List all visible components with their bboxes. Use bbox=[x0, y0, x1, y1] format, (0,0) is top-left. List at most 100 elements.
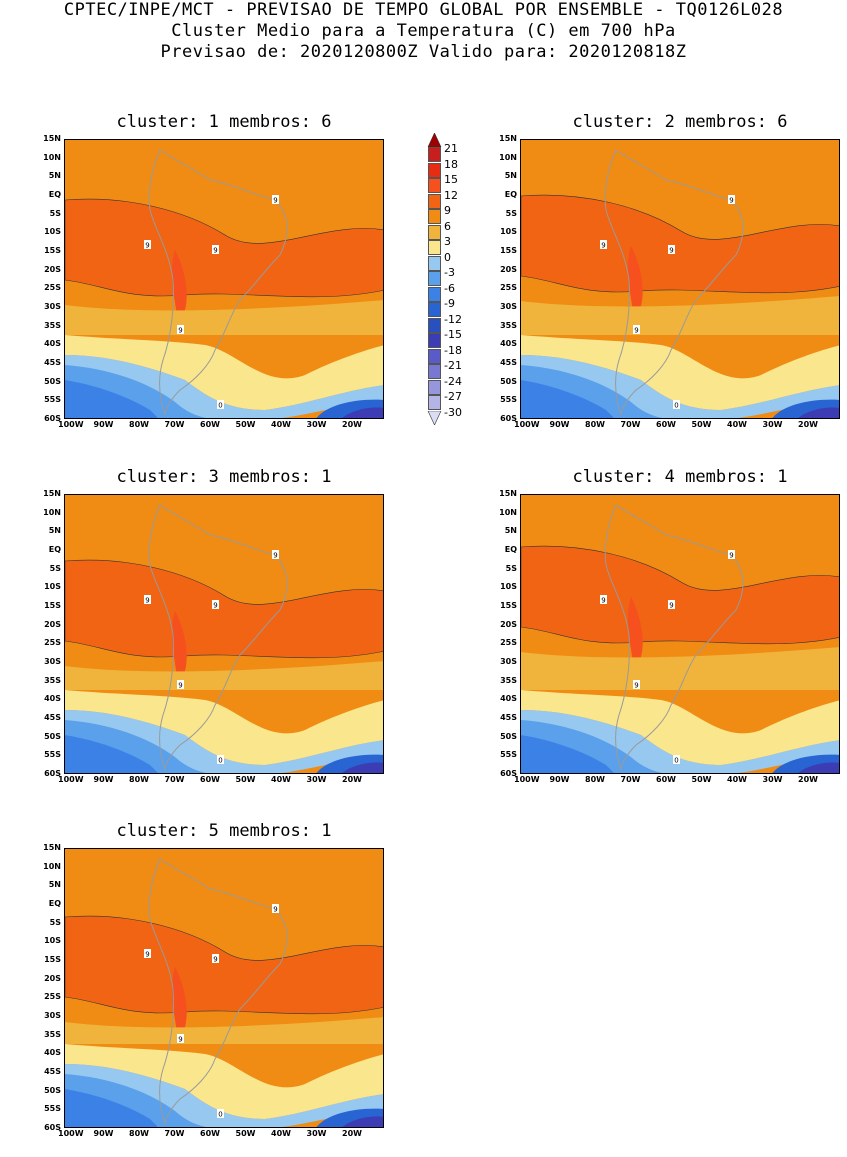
legend-level-label: -6 bbox=[444, 281, 455, 295]
band-0-3 bbox=[65, 1044, 383, 1119]
lat-tick-label: 5S bbox=[49, 917, 61, 927]
lat-tick-label: 5N bbox=[48, 171, 61, 181]
contour-label-text: 9 bbox=[601, 242, 605, 250]
band-3-6 bbox=[521, 296, 839, 335]
contour-label-text: 9 bbox=[669, 247, 673, 255]
legend-swatch bbox=[428, 224, 441, 240]
legend-swatch bbox=[428, 240, 441, 255]
lat-tick-label: 35S bbox=[500, 675, 517, 685]
lat-tick-label: 5S bbox=[49, 208, 61, 218]
lat-tick-label: 55S bbox=[500, 395, 517, 405]
lat-tick-label: 15S bbox=[500, 246, 517, 255]
lon-tick-label: 50W bbox=[691, 775, 712, 784]
legend-level-label: -15 bbox=[444, 328, 462, 341]
lat-tick-label: 5N bbox=[48, 526, 61, 536]
lon-tick-label: 20W bbox=[798, 420, 818, 429]
lat-tick-label: 10S bbox=[500, 227, 517, 237]
lat-tick-label: 15S bbox=[500, 601, 517, 610]
lon-tick-label: 90W bbox=[93, 1129, 114, 1138]
lon-tick-label: 70W bbox=[164, 420, 185, 429]
lon-tick-label: 60W bbox=[656, 775, 676, 784]
contour-label-text: 9 bbox=[178, 682, 182, 690]
legend-level-label: 12 bbox=[444, 188, 458, 202]
contour-label-text: 0 bbox=[218, 1111, 222, 1119]
lon-tick-label: 80W bbox=[585, 420, 605, 429]
cold-core-se-inner bbox=[798, 762, 839, 773]
lat-tick-label: 60S bbox=[44, 769, 61, 778]
lon-tick-label: 30W bbox=[306, 775, 327, 784]
lat-tick-label: 10S bbox=[44, 227, 61, 237]
figure-header: CPTEC/INPE/MCT - PREVISAO DE TEMPO GLOBA… bbox=[0, 0, 847, 63]
lat-tick-label: 45S bbox=[44, 713, 61, 722]
lon-tick-label: 100W bbox=[58, 420, 84, 429]
lat-tick-label: 10N bbox=[43, 152, 61, 162]
contour-label-text: 9 bbox=[729, 552, 733, 560]
lat-tick-label: 25S bbox=[44, 992, 61, 1002]
lon-tick-label: 30W bbox=[306, 420, 327, 429]
lat-tick-label: 50S bbox=[500, 731, 517, 741]
lat-tick-label: EQ bbox=[48, 899, 61, 908]
lat-tick-label: 50S bbox=[44, 731, 61, 741]
lat-tick-label: 10S bbox=[500, 582, 517, 592]
south-america-coastline bbox=[148, 858, 288, 1125]
contour-label: 9 bbox=[633, 680, 640, 690]
contour-label: 9 bbox=[728, 550, 735, 560]
lat-tick-label: 35S bbox=[44, 675, 61, 685]
lat-tick-label: 55S bbox=[500, 750, 517, 760]
south-america-coastline bbox=[604, 504, 744, 771]
contour-label: 0 bbox=[217, 400, 224, 410]
lat-tick-label: 10N bbox=[43, 861, 61, 871]
header-line-2: Cluster Medio para a Temperatura (C) em … bbox=[171, 21, 676, 41]
lat-tick-label: 60S bbox=[500, 414, 517, 423]
contour-label-text: 9 bbox=[213, 956, 217, 964]
south-america-coastline bbox=[148, 504, 288, 771]
cold-core-se-inner bbox=[798, 407, 839, 418]
cluster-title: cluster: 3 membros: 1 bbox=[116, 467, 332, 487]
contour-label-text: 9 bbox=[213, 602, 217, 610]
legend-swatch bbox=[428, 193, 441, 209]
lat-tick-label: 45S bbox=[44, 358, 61, 367]
band-9-12 bbox=[65, 915, 383, 1015]
band-0-3 bbox=[65, 335, 383, 410]
contour-label-text: 9 bbox=[145, 242, 149, 250]
contour-label-text: 0 bbox=[674, 402, 678, 410]
contour-label: 9 bbox=[177, 1034, 184, 1044]
lat-tick-label: 30S bbox=[500, 302, 517, 311]
lon-tick-label: 40W bbox=[727, 420, 747, 429]
band-9-12 bbox=[65, 198, 383, 298]
lat-tick-label: 35S bbox=[44, 1029, 61, 1039]
lon-tick-label: 20W bbox=[342, 775, 362, 784]
lon-tick-label: 90W bbox=[549, 775, 570, 784]
lat-tick-label: 5S bbox=[505, 208, 517, 218]
lon-tick-label: 60W bbox=[200, 775, 220, 784]
lat-tick-label: 15N bbox=[499, 489, 517, 498]
contour-label-text: 9 bbox=[178, 1036, 182, 1044]
lon-tick-label: 40W bbox=[727, 775, 747, 784]
lat-tick-label: 55S bbox=[44, 750, 61, 760]
contour-label: 0 bbox=[217, 755, 224, 765]
lat-tick-label: 40S bbox=[44, 339, 61, 349]
lat-tick-label: 10S bbox=[44, 582, 61, 592]
legend-arrow-bottom bbox=[427, 410, 442, 425]
lat-tick-label: EQ bbox=[48, 545, 61, 554]
legend-swatch bbox=[428, 162, 441, 178]
legend-level-label: 15 bbox=[444, 173, 458, 186]
lat-tick-label: 5N bbox=[504, 526, 517, 536]
lat-tick-label: 5S bbox=[49, 563, 61, 573]
band-minus9-6 bbox=[521, 380, 614, 418]
contour-label: 9 bbox=[144, 595, 151, 605]
contour-label: 9 bbox=[177, 680, 184, 690]
contour-label: 0 bbox=[673, 755, 680, 765]
lat-tick-label: 50S bbox=[500, 376, 517, 386]
contour-label-text: 9 bbox=[145, 951, 149, 959]
legend-level-label: 9 bbox=[444, 204, 451, 217]
header-line-3: Previsao de: 2020120800Z Valido para: 20… bbox=[160, 42, 687, 62]
contour-label-text: 0 bbox=[674, 757, 678, 765]
lat-tick-label: 60S bbox=[44, 1123, 61, 1132]
lon-tick-label: 80W bbox=[585, 775, 605, 784]
legend-level-label: -18 bbox=[444, 343, 462, 357]
lon-tick-label: 90W bbox=[93, 775, 114, 784]
cluster-title: cluster: 5 membros: 1 bbox=[116, 821, 332, 841]
cold-core-se-inner bbox=[342, 407, 383, 418]
legend-swatch bbox=[428, 348, 441, 364]
